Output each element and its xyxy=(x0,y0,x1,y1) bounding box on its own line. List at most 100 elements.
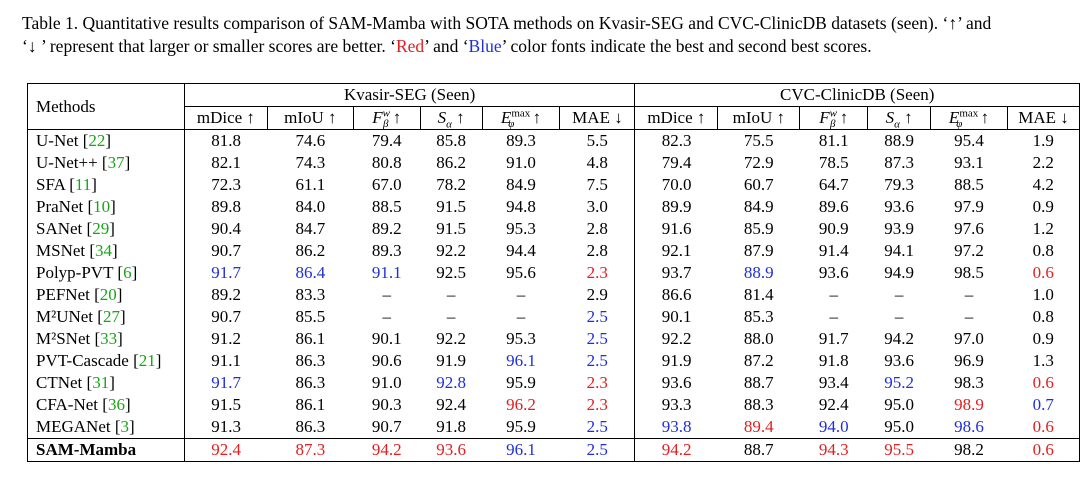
table-cell: 2.5 xyxy=(559,328,636,350)
citation-link[interactable]: [34] xyxy=(85,241,118,260)
table-cell: 90.9 xyxy=(818,219,849,238)
table-cell: 2.5 xyxy=(559,438,636,462)
table-cell: 90.7 xyxy=(211,307,242,326)
column-header: Sα ↑ xyxy=(419,106,483,130)
method-name: SANet [29] xyxy=(27,218,185,240)
table-cell: 86.2 xyxy=(436,153,466,172)
table-cell: 93.8 xyxy=(634,416,718,439)
table-cell: 70.0 xyxy=(661,175,692,194)
table-cell: 89.2 xyxy=(211,285,242,304)
caption-line-1: Table 1. Quantitative results comparison… xyxy=(22,13,992,33)
table-cell: 85.9 xyxy=(743,219,774,238)
table-cell: 96.1 xyxy=(482,438,560,462)
table-cell: 95.5 xyxy=(867,438,931,462)
table-row: CFA-Net [36] 91.5 86.1 90.3 92.4 96.2 2.3 93.3 8… xyxy=(27,394,1080,416)
table-cell: 91.1 xyxy=(211,351,242,370)
citation-link[interactable]: [31] xyxy=(82,373,115,392)
table-cell: 86.6 xyxy=(661,285,692,304)
table-cell: 90.1 xyxy=(661,307,692,326)
table-cell: 81.8 xyxy=(211,131,242,150)
table-cell: 91.8 xyxy=(818,351,849,370)
citation-link[interactable]: [22] xyxy=(78,131,112,150)
table-row: MEGANet [3] 91.3 86.3 90.7 91.8 95.9 2.5 93.8 89… xyxy=(27,416,1080,439)
table-cell: 98.5 xyxy=(954,263,984,282)
table-cell: 93.6 xyxy=(884,351,914,370)
table-row: SAM-Mamba 92.4 87.3 94.2 93.6 96.1 2.5 94.2 88.7… xyxy=(27,438,1080,462)
citation-link[interactable]: [20] xyxy=(89,285,123,304)
table-cell: 89.9 xyxy=(661,197,692,216)
column-header: mDice ↑ xyxy=(634,106,718,130)
table-cell: 86.1 xyxy=(295,395,326,414)
table-cell: 94.4 xyxy=(506,241,536,260)
citation-link[interactable]: [36] xyxy=(98,395,131,414)
table-cell: 81.1 xyxy=(818,131,849,150)
table-cell: 85.5 xyxy=(295,307,326,326)
table-cell: 3.0 xyxy=(559,196,636,218)
citation-link[interactable]: [3] xyxy=(110,417,135,436)
method-name: CTNet [31] xyxy=(27,372,185,394)
citation-link[interactable]: [11] xyxy=(65,175,97,194)
table-cell: 95.0 xyxy=(884,395,914,414)
table-cell: 98.2 xyxy=(930,438,1008,462)
table-cell: 97.6 xyxy=(954,219,984,238)
table-cell: 2.8 xyxy=(559,240,636,262)
table-cell: 95.6 xyxy=(506,263,536,282)
table-cell: 89.2 xyxy=(371,219,402,238)
citation-link[interactable]: [6] xyxy=(113,263,138,282)
table-cell: – xyxy=(382,285,391,304)
table-cell: 78.2 xyxy=(436,175,466,194)
table-cell: 93.6 xyxy=(661,373,692,392)
table-cell: 2.5 xyxy=(559,306,636,328)
citation-link[interactable]: [33] xyxy=(90,329,123,348)
table-cell: 91.3 xyxy=(184,416,268,439)
table-cell: 91.5 xyxy=(211,395,242,414)
table-cell: 1.3 xyxy=(1007,350,1080,372)
citation-link[interactable]: [29] xyxy=(82,219,115,238)
table-cell: 95.9 xyxy=(506,373,536,392)
citation-link[interactable]: [10] xyxy=(83,197,116,216)
table-cell: 95.9 xyxy=(482,416,560,439)
citation-link[interactable]: [27] xyxy=(93,307,126,326)
citation-link[interactable]: [37] xyxy=(97,153,131,172)
table-cell: 88.3 xyxy=(743,395,774,414)
table-cell: 91.4 xyxy=(818,241,849,260)
table-cell: 94.2 xyxy=(884,329,914,348)
table-cell: 80.8 xyxy=(371,153,402,172)
table-cell: 90.1 xyxy=(371,329,402,348)
table-cell: 91.8 xyxy=(420,416,483,439)
table-cell: 86.2 xyxy=(295,241,326,260)
table-cell: 92.4 xyxy=(818,395,849,414)
table-cell: 2.3 xyxy=(559,372,636,394)
table-cell: 98.6 xyxy=(930,416,1008,439)
table-cell: 0.6 xyxy=(1007,262,1080,284)
table-cell: 90.7 xyxy=(353,416,421,439)
table-cell: 93.6 xyxy=(818,263,849,282)
table-row: PraNet [10] 89.8 84.0 88.5 91.5 94.8 3.0 89.9 84… xyxy=(27,196,1080,218)
table-cell: 88.9 xyxy=(884,131,914,150)
table-cell: 91.9 xyxy=(436,351,466,370)
table-cell: 0.8 xyxy=(1007,240,1080,262)
table-cell: 0.7 xyxy=(1007,394,1080,416)
citation-link[interactable]: [21] xyxy=(128,351,162,370)
table-cell: 94.1 xyxy=(884,241,914,260)
table-cell: 2.2 xyxy=(1007,152,1080,174)
table-cell: 88.5 xyxy=(371,197,402,216)
results-table: Methods Kvasir-SEG (Seen) CVC-ClinicDB (… xyxy=(27,83,1080,462)
column-header: mIoU ↑ xyxy=(717,106,800,130)
column-header: Fwβ ↑ xyxy=(352,106,421,130)
column-header: Emaxφ ↑ xyxy=(930,106,1008,130)
table-row: SANet [29] 90.4 84.7 89.2 91.5 95.3 2.8 91.6 85.… xyxy=(27,218,1080,240)
column-header: MAE ↓ xyxy=(1006,106,1080,130)
table-cell: 88.7 xyxy=(743,373,774,392)
group-header-clinicdb: CVC-ClinicDB (Seen) xyxy=(634,83,1080,107)
table-cell: 85.8 xyxy=(436,131,466,150)
method-name: MEGANet [3] xyxy=(27,416,185,439)
table-cell: 0.6 xyxy=(1007,372,1080,394)
table-cell: 79.4 xyxy=(371,131,402,150)
table-cell: 74.6 xyxy=(295,131,326,150)
caption-text: ‘↓ ’ represent that larger or smaller sc… xyxy=(22,36,396,56)
table-row: Polyp-PVT [6] 91.7 86.4 91.1 92.5 95.6 2.3 93.7… xyxy=(27,262,1080,284)
column-header: Emaxφ ↑ xyxy=(481,106,560,130)
table-cell: 91.1 xyxy=(371,263,402,282)
table-cell: 98.9 xyxy=(954,395,984,414)
